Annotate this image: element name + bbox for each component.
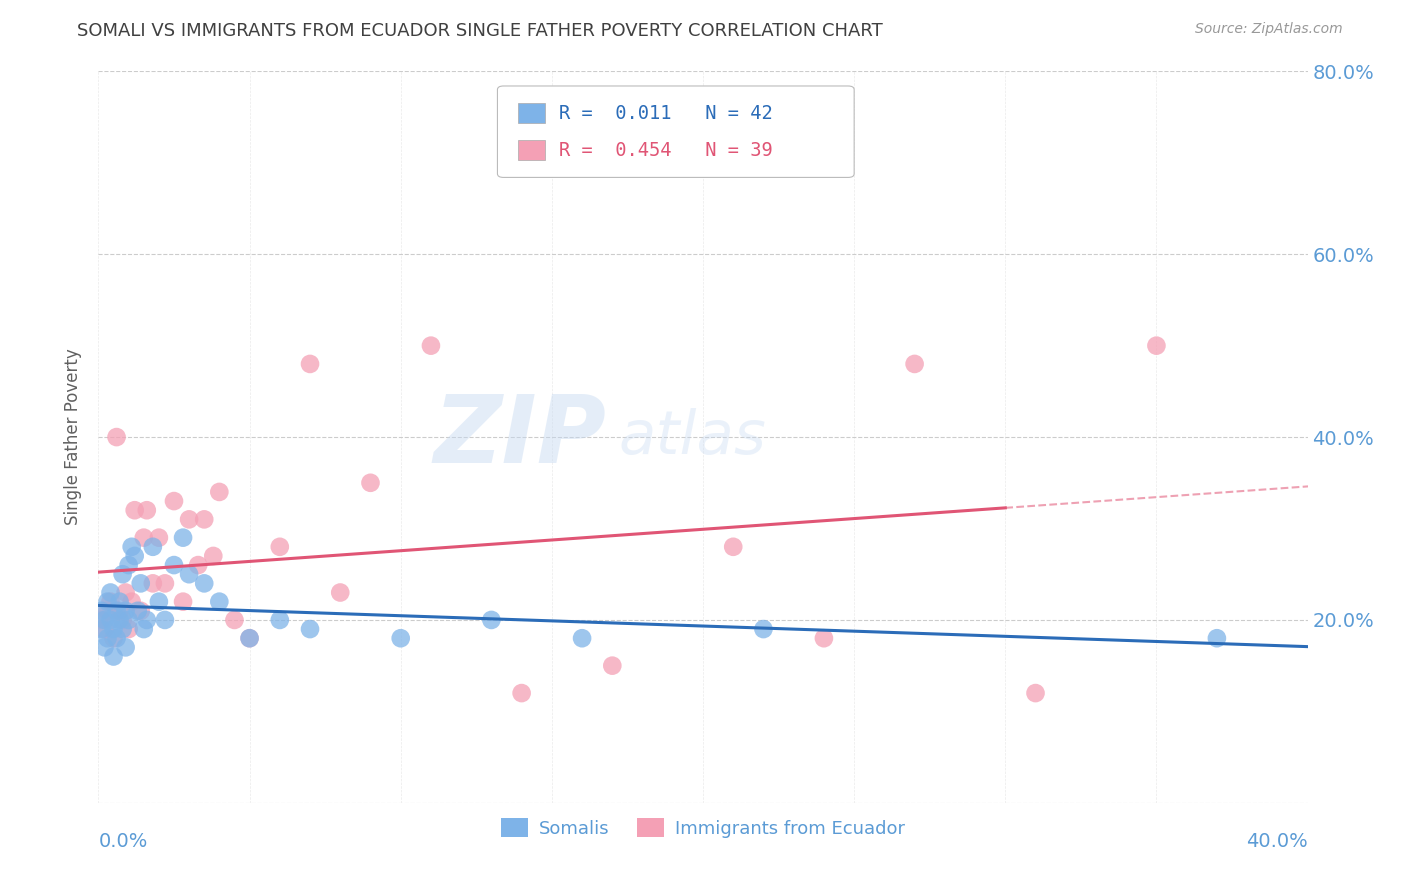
Point bbox=[129, 576, 152, 591]
Point bbox=[111, 613, 134, 627]
Point bbox=[299, 622, 322, 636]
Text: atlas: atlas bbox=[619, 408, 766, 467]
Bar bbox=[517, 103, 544, 123]
Point bbox=[179, 567, 201, 582]
Point bbox=[723, 540, 745, 554]
Point bbox=[571, 632, 593, 646]
Point bbox=[602, 658, 624, 673]
Point bbox=[111, 622, 134, 636]
Point bbox=[163, 494, 186, 508]
Point bbox=[100, 594, 122, 608]
Point bbox=[187, 558, 209, 573]
Point bbox=[93, 613, 115, 627]
Point bbox=[135, 613, 157, 627]
Text: SOMALI VS IMMIGRANTS FROM ECUADOR SINGLE FATHER POVERTY CORRELATION CHART: SOMALI VS IMMIGRANTS FROM ECUADOR SINGLE… bbox=[77, 22, 883, 40]
Point bbox=[96, 604, 118, 618]
Point bbox=[114, 640, 136, 655]
Point bbox=[1024, 686, 1046, 700]
Text: 40.0%: 40.0% bbox=[1246, 832, 1308, 851]
Point bbox=[193, 576, 215, 591]
Point bbox=[142, 576, 165, 591]
Point bbox=[105, 604, 128, 618]
Text: 0.0%: 0.0% bbox=[98, 832, 148, 851]
Point bbox=[114, 604, 136, 618]
Point bbox=[90, 613, 112, 627]
Point bbox=[100, 613, 122, 627]
Bar bbox=[517, 140, 544, 161]
Point bbox=[239, 632, 262, 646]
Point bbox=[96, 632, 118, 646]
Point bbox=[224, 613, 246, 627]
Point bbox=[124, 503, 146, 517]
Text: R =  0.011   N = 42: R = 0.011 N = 42 bbox=[560, 103, 773, 123]
Point bbox=[96, 594, 118, 608]
Point bbox=[114, 585, 136, 599]
Point bbox=[142, 540, 165, 554]
Text: ZIP: ZIP bbox=[433, 391, 606, 483]
Point bbox=[360, 475, 382, 490]
Text: Source: ZipAtlas.com: Source: ZipAtlas.com bbox=[1195, 22, 1343, 37]
Point bbox=[172, 531, 194, 545]
Point bbox=[329, 585, 352, 599]
Point bbox=[118, 622, 141, 636]
Point bbox=[108, 613, 131, 627]
Point bbox=[148, 594, 170, 608]
Point bbox=[90, 604, 112, 618]
Point bbox=[108, 594, 131, 608]
Point bbox=[93, 622, 115, 636]
Point bbox=[1206, 632, 1229, 646]
Point bbox=[103, 622, 125, 636]
Point bbox=[148, 531, 170, 545]
Point bbox=[132, 622, 155, 636]
Point bbox=[163, 558, 186, 573]
FancyBboxPatch shape bbox=[498, 86, 855, 178]
Point bbox=[129, 604, 152, 618]
Point bbox=[121, 594, 143, 608]
Text: R =  0.454   N = 39: R = 0.454 N = 39 bbox=[560, 141, 773, 160]
Legend: Somalis, Immigrants from Ecuador: Somalis, Immigrants from Ecuador bbox=[494, 811, 912, 845]
Point bbox=[100, 585, 122, 599]
Point bbox=[127, 604, 149, 618]
Point bbox=[121, 540, 143, 554]
Point bbox=[299, 357, 322, 371]
Point bbox=[103, 632, 125, 646]
Point bbox=[420, 338, 443, 352]
Point bbox=[208, 594, 231, 608]
Point bbox=[118, 613, 141, 627]
Point bbox=[269, 613, 291, 627]
Point bbox=[105, 632, 128, 646]
Point bbox=[1144, 338, 1167, 352]
Point bbox=[111, 567, 134, 582]
Point bbox=[269, 540, 291, 554]
Point bbox=[239, 632, 262, 646]
Point bbox=[132, 531, 155, 545]
Point bbox=[481, 613, 503, 627]
Point bbox=[103, 649, 125, 664]
Point bbox=[510, 686, 533, 700]
Point bbox=[172, 594, 194, 608]
Point bbox=[93, 640, 115, 655]
Point bbox=[752, 622, 775, 636]
Point bbox=[813, 632, 835, 646]
Y-axis label: Single Father Poverty: Single Father Poverty bbox=[65, 349, 83, 525]
Point bbox=[208, 485, 231, 500]
Point bbox=[179, 512, 201, 526]
Point bbox=[389, 632, 412, 646]
Point bbox=[108, 604, 131, 618]
Point bbox=[105, 430, 128, 444]
Point bbox=[904, 357, 927, 371]
Point bbox=[202, 549, 225, 563]
Point bbox=[153, 613, 176, 627]
Point bbox=[135, 503, 157, 517]
Point bbox=[90, 622, 112, 636]
Point bbox=[193, 512, 215, 526]
Point bbox=[118, 558, 141, 573]
Point bbox=[124, 549, 146, 563]
Point bbox=[153, 576, 176, 591]
